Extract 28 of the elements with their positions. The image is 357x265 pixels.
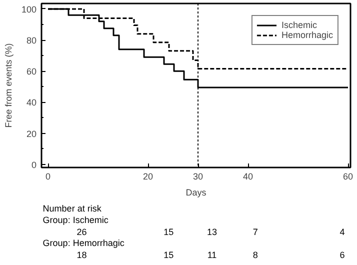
- y-tick-label: 60: [26, 66, 37, 77]
- x-tick-label: 40: [242, 172, 254, 182]
- y-tick-label: 80: [26, 36, 37, 46]
- y-tick-label: 20: [26, 128, 37, 139]
- text: 7: [252, 227, 258, 237]
- x-tick-label: 0: [45, 172, 51, 182]
- text: 15: [164, 250, 174, 260]
- y-tick-label: 100: [21, 4, 37, 14]
- text: 8: [252, 250, 258, 260]
- legend-label: Ischemic: [281, 20, 317, 30]
- text: 18: [76, 250, 87, 260]
- text: 11: [207, 250, 217, 260]
- legend-label: Hemorrhagic: [281, 30, 333, 40]
- x-tick-label: 60: [342, 172, 354, 182]
- text: 4: [340, 227, 345, 237]
- x-axis-title: Days: [186, 188, 207, 198]
- text: Group: Hemorrhagic: [42, 238, 125, 248]
- text: 15: [164, 227, 174, 237]
- text: Group: Ischemic: [42, 215, 109, 226]
- text: 26: [76, 227, 87, 237]
- y-tick-label: 40: [26, 98, 37, 108]
- text: 13: [207, 227, 218, 237]
- text: 6: [340, 250, 345, 260]
- x-tick-label: 30: [192, 172, 204, 182]
- x-tick-label: 20: [142, 172, 154, 182]
- y-axis-title: Free from events (%): [3, 43, 14, 128]
- text: Number at risk: [42, 204, 102, 214]
- y-tick-label: 0: [31, 160, 37, 170]
